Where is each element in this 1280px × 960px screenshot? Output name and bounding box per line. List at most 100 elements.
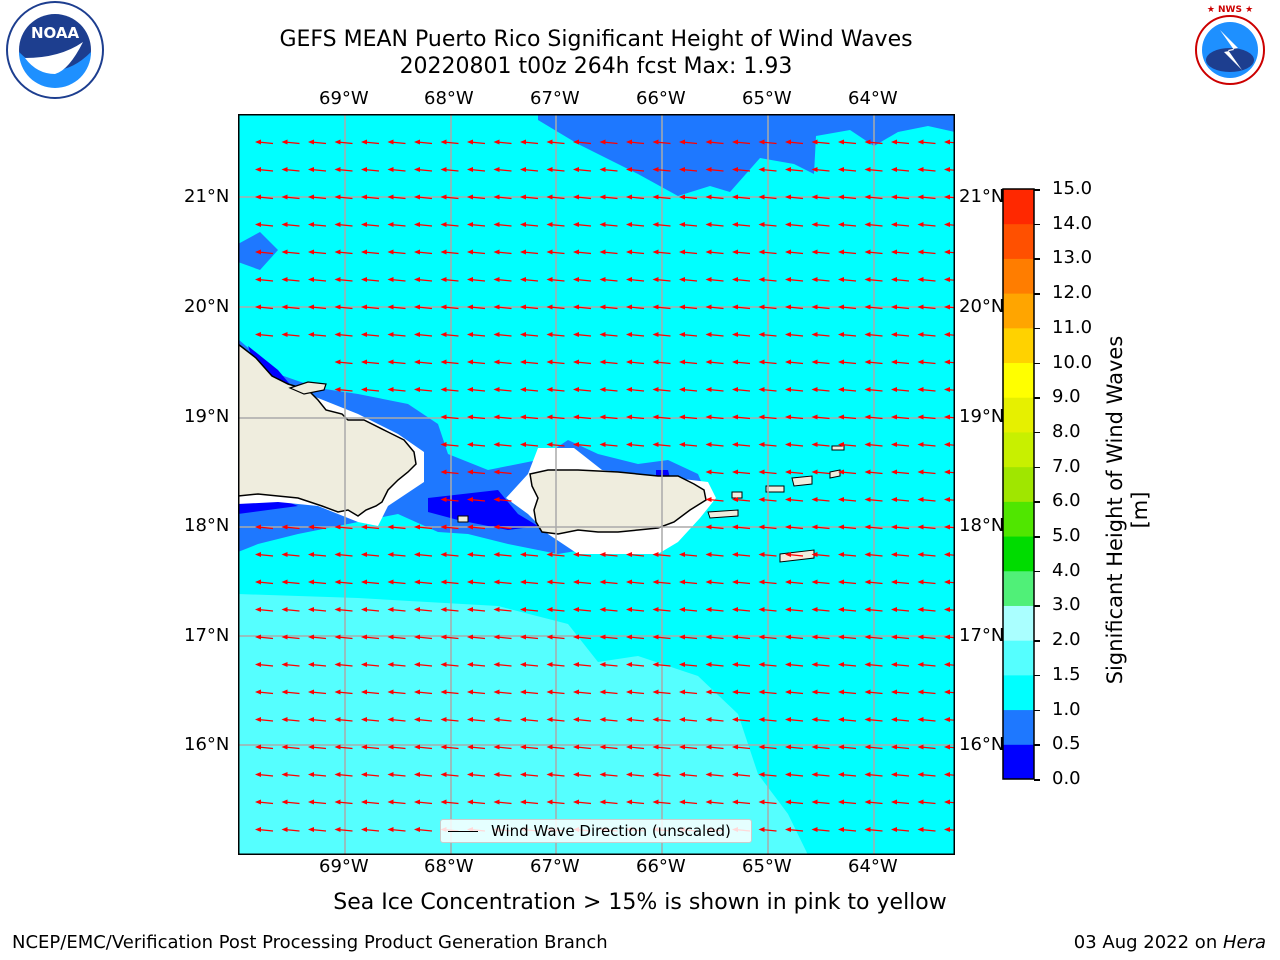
wave-direction-arrowhead	[811, 497, 818, 502]
noaa-logo: NOAA	[6, 1, 104, 99]
wave-direction-arrowhead	[917, 717, 924, 722]
wave-direction-arrowhead	[917, 442, 924, 447]
map-title: GEFS MEAN Puerto Rico Significant Height…	[279, 27, 913, 52]
wave-direction-arrowhead	[361, 387, 367, 392]
wave-direction-arrowhead	[467, 469, 473, 475]
wave-direction-arrowhead	[732, 497, 738, 502]
colorbar-tick-label: 13.0	[1052, 247, 1093, 269]
wave-direction-arrowhead	[493, 634, 500, 640]
wave-direction-arrowhead	[493, 387, 500, 392]
wave-direction-arrowhead	[944, 387, 950, 392]
wave-direction-arrowhead	[679, 662, 685, 667]
wave-direction-arrowhead	[361, 579, 367, 585]
wave-direction-arrowhead	[573, 332, 579, 337]
wave-direction-arrowhead	[705, 497, 712, 502]
wave-direction-arrowhead	[467, 717, 473, 722]
wave-direction-arrowhead	[679, 552, 685, 557]
wave-direction-arrowhead	[917, 579, 924, 585]
wave-direction-arrowhead	[281, 607, 288, 612]
wave-direction-arrowhead	[520, 634, 526, 640]
wave-direction-arrowhead	[308, 662, 314, 667]
wave-direction-arrowhead	[573, 167, 579, 172]
colorbar-cell	[1003, 397, 1034, 433]
wave-direction-arrowhead	[281, 524, 288, 530]
wave-direction-arrowhead	[334, 332, 341, 337]
colorbar-cell	[1003, 293, 1034, 329]
wave-direction-arrowhead	[864, 772, 871, 777]
wave-direction-arrowhead	[414, 222, 420, 227]
wave-direction-arrowhead	[520, 222, 526, 227]
colorbar-tick-mark	[1034, 189, 1040, 191]
wave-direction-arrowhead	[838, 662, 844, 667]
wave-direction-arrowhead	[281, 249, 288, 255]
sea-ice-note: Sea Ice Concentration > 15% is shown in …	[333, 890, 947, 915]
wave-direction-arrowhead	[838, 717, 844, 722]
wave-direction-arrowhead	[679, 167, 685, 172]
wave-direction-arrowhead	[917, 827, 924, 832]
wave-direction-arrowhead	[679, 442, 685, 447]
wave-direction-arrowhead	[308, 277, 314, 282]
wave-direction-arrowhead	[281, 689, 288, 695]
wave-direction-arrowhead	[811, 469, 818, 475]
wave-direction-arrowhead	[599, 662, 606, 667]
wave-direction-arrowhead	[414, 689, 420, 695]
wave-direction-arrowhead	[440, 607, 447, 612]
wave-direction-arrowhead	[944, 332, 950, 337]
wave-direction-arrowhead	[626, 799, 632, 805]
wave-direction-arrowhead	[891, 387, 897, 392]
wave-direction-arrowhead	[679, 332, 685, 337]
lon-label: 64°W	[848, 856, 898, 877]
wave-direction-arrowhead	[255, 304, 261, 310]
wave-direction-arrowhead	[467, 552, 473, 557]
wave-direction-arrowhead	[573, 387, 579, 392]
wave-direction-arrowhead	[520, 579, 526, 585]
wave-direction-arrowhead	[758, 249, 765, 255]
wave-direction-arrowhead	[679, 607, 685, 612]
wave-direction-arrowhead	[546, 304, 553, 310]
wave-direction-arrowhead	[785, 689, 791, 695]
wave-direction-arrowhead	[546, 277, 553, 282]
wave-direction-arrowhead	[467, 332, 473, 337]
wave-direction-arrowhead	[626, 744, 632, 750]
wave-direction-arrowhead	[732, 277, 738, 282]
wave-direction-arrowhead	[520, 689, 526, 695]
wave-direction-arrowhead	[546, 167, 553, 172]
wave-direction-arrowhead	[255, 524, 261, 530]
wave-direction-arrowhead	[811, 359, 818, 365]
wave-direction-arrowhead	[864, 167, 871, 172]
colorbar-tick-mark	[1034, 501, 1040, 503]
wave-direction-arrowhead	[838, 579, 844, 585]
wave-band-north	[538, 114, 955, 196]
colorbar-tick-mark	[1034, 258, 1040, 260]
wave-direction-arrowhead	[334, 387, 341, 392]
wave-direction-arrowhead	[467, 442, 473, 447]
wave-direction-arrowhead	[440, 634, 447, 640]
wave-direction-arrowhead	[361, 277, 367, 282]
wave-direction-arrowhead	[440, 799, 447, 805]
wave-direction-arrowhead	[334, 799, 341, 805]
wave-direction-arrowhead	[573, 359, 579, 365]
wave-direction-arrowhead	[891, 689, 897, 695]
wave-direction-arrowhead	[308, 167, 314, 172]
wave-direction-arrowhead	[944, 579, 950, 585]
wave-direction-arrowhead	[838, 634, 844, 640]
wave-direction-arrowhead	[361, 689, 367, 695]
wave-direction-arrowhead	[838, 772, 844, 777]
wave-direction-arrowhead	[679, 277, 685, 282]
wave-direction-arrowhead	[891, 332, 897, 337]
wave-direction-arrowhead	[440, 332, 447, 337]
wave-direction-arrowhead	[864, 607, 871, 612]
wave-direction-arrowhead	[414, 332, 420, 337]
wave-direction-arrowhead	[864, 359, 871, 365]
wave-direction-arrowhead	[679, 387, 685, 392]
wave-direction-arrowhead	[838, 387, 844, 392]
wave-direction-arrowhead	[334, 222, 341, 227]
wave-direction-arrowhead	[520, 662, 526, 667]
colorbar-tick-label: 1.5	[1052, 663, 1081, 685]
wave-direction-arrowhead	[917, 497, 924, 502]
wave-direction-arrowhead	[520, 552, 526, 557]
wave-direction-arrowhead	[785, 607, 791, 612]
wave-direction-arrowhead	[758, 634, 765, 640]
wave-direction-arrowhead	[520, 607, 526, 612]
wave-direction-arrowhead	[520, 772, 526, 777]
